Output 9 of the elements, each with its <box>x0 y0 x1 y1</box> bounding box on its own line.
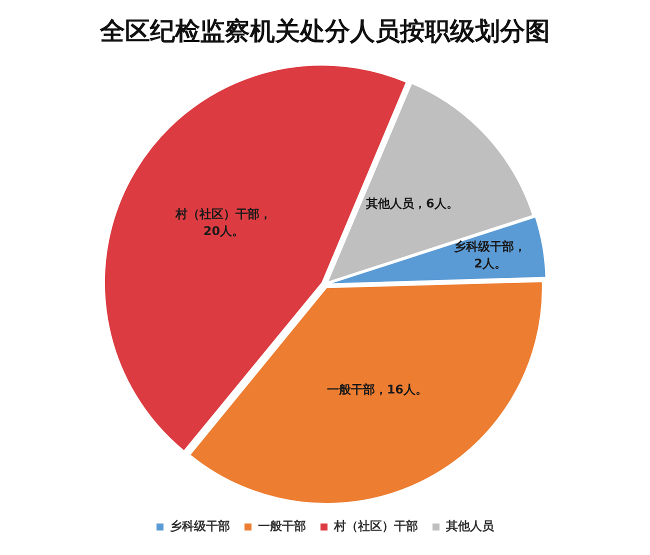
chart-title: 全区纪检监察机关处分人员按职级划分图 <box>99 16 550 46</box>
data-label: 其他人员，6人。 <box>364 196 458 211</box>
legend-label: 乡科级干部 <box>170 519 230 534</box>
data-label: 一般干部，16人。 <box>326 382 428 397</box>
data-label: 村（社区）干部，20人。 <box>174 207 272 238</box>
legend-label: 一般干部 <box>258 519 306 534</box>
legend-label: 其他人员 <box>445 519 495 534</box>
legend-label: 村（社区）干部 <box>333 519 418 534</box>
data-label: 乡科级干部，2人。 <box>454 240 526 271</box>
